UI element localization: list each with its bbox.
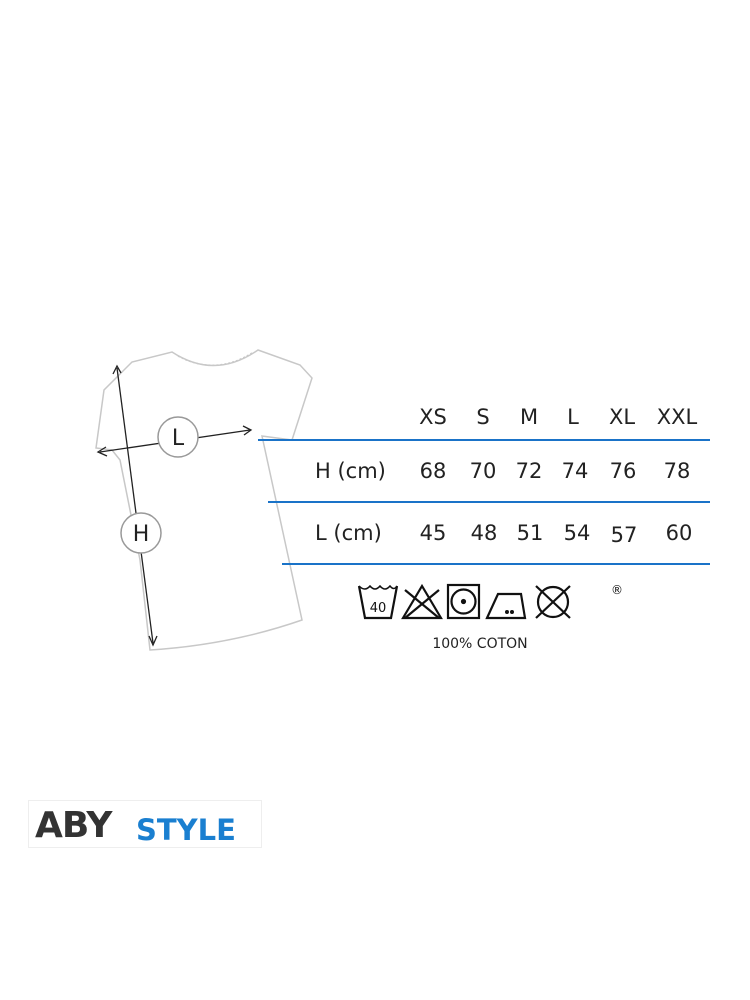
table-cell: 78	[663, 459, 691, 483]
size-header: XL	[608, 405, 636, 429]
svg-text:40: 40	[370, 601, 387, 616]
table-cell: 76	[609, 459, 637, 483]
table-cell: 74	[561, 459, 589, 483]
table-divider	[282, 563, 710, 565]
size-header: XXL	[656, 405, 698, 429]
height-marker-label: H	[133, 522, 150, 547]
tumble-dry-icon	[446, 583, 481, 620]
tshirt-outline	[95, 349, 313, 651]
height-marker	[120, 512, 162, 554]
width-marker	[157, 416, 199, 458]
width-marker-label: L	[172, 426, 185, 451]
table-cell: 57	[610, 523, 638, 547]
no-bleach-icon	[401, 583, 443, 620]
registered-icon: ®	[611, 583, 623, 597]
tshirt-diagram: L H	[95, 349, 313, 651]
table-cell: 54	[563, 521, 591, 545]
row-label: H (cm)	[315, 459, 386, 483]
wash-40-icon: 40	[357, 584, 399, 620]
table-divider	[268, 501, 710, 503]
table-cell: 72	[515, 459, 543, 483]
table-cell: 51	[516, 521, 544, 545]
table-cell: 48	[470, 521, 498, 545]
size-header: XS	[419, 405, 447, 429]
row-label: L (cm)	[315, 521, 382, 545]
care-symbols: 40 ®	[357, 583, 623, 620]
no-dry-clean-icon	[535, 585, 571, 619]
logo-part2: STYLE	[136, 813, 236, 847]
iron-low-icon	[485, 592, 527, 620]
table-cell: 45	[419, 521, 447, 545]
table-divider	[258, 439, 710, 441]
logo-part1: ABY	[35, 805, 112, 846]
size-header: M	[519, 405, 539, 429]
size-header: L	[567, 405, 579, 429]
height-arrow	[116, 367, 154, 644]
brand-logo: ABY STYLE	[28, 800, 262, 848]
material-label: 100% COTON	[432, 636, 528, 652]
size-header: S	[476, 405, 490, 429]
table-cell: 60	[665, 521, 693, 545]
table-cell: 70	[469, 459, 497, 483]
table-cell: 68	[419, 459, 447, 483]
